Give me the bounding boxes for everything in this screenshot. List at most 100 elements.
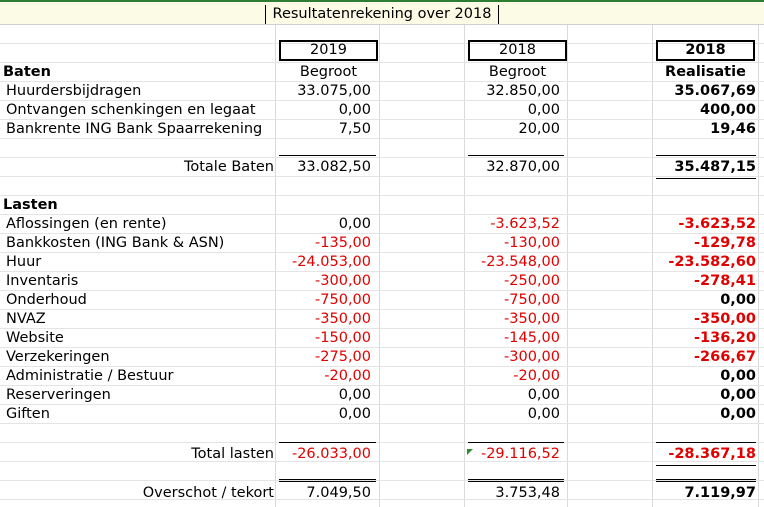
col3-year-header[interactable]: 2018 — [656, 40, 755, 61]
gridline — [0, 138, 764, 139]
cell-2018-begroot: -20,00 — [513, 368, 560, 384]
result-2018-realisatie: 7.119,97 — [684, 485, 756, 501]
cell-2019-begroot: -20,00 — [324, 368, 371, 384]
result-double-line — [656, 479, 756, 482]
cell-2019-begroot: -135,00 — [315, 235, 371, 251]
sheet-title-bar: Resultatenrekening over 2018 — [0, 0, 764, 25]
gridline — [0, 442, 764, 443]
col3-sub-header[interactable]: Realisatie — [665, 64, 746, 80]
header-row-sub: Baten Begroot Begroot Realisatie — [0, 63, 764, 82]
table-row[interactable]: Inventaris -300,00 -250,00 -278,41 — [0, 272, 764, 291]
total-baten-2018-realisatie: 35.487,15 — [674, 159, 756, 175]
gridline — [567, 25, 568, 507]
sum-underline — [656, 465, 756, 466]
table-row[interactable]: Aflossingen (en rente) 0,00 -3.623,52 -3.62… — [0, 215, 764, 234]
gridline — [0, 328, 764, 329]
total-lasten-label: Total lasten — [191, 446, 274, 462]
gridline — [0, 119, 764, 120]
gridline — [379, 25, 380, 507]
row-label: Onderhoud — [6, 292, 87, 308]
cell-2018-realisatie: 35.067,69 — [674, 83, 756, 99]
row-label: Reserveringen — [6, 387, 111, 403]
table-row[interactable]: Bankkosten (ING Bank & ASN) -135,00 -130,0… — [0, 234, 764, 253]
cell-2018-realisatie: -266,67 — [694, 349, 756, 365]
result-row[interactable]: Overschot / tekort 7.049,50 3.753,48 7.1… — [0, 484, 764, 503]
cell-2018-begroot: 0,00 — [527, 387, 560, 403]
cell-2018-realisatie: -129,78 — [694, 235, 756, 251]
gridline — [0, 233, 764, 234]
sum-underline — [656, 442, 756, 443]
table-row[interactable]: Onderhoud -750,00 -750,00 0,00 — [0, 291, 764, 310]
gridline — [0, 309, 764, 310]
table-row[interactable]: Huur -24.053,00 -23.548,00 -23.582,60 — [0, 253, 764, 272]
table-row[interactable]: Administratie / Bestuur -20,00 -20,00 0,00 — [0, 367, 764, 386]
sheet-title[interactable]: Resultatenrekening over 2018 — [265, 5, 499, 24]
table-row[interactable]: Giften 0,00 0,00 0,00 — [0, 405, 764, 424]
sum-underline — [279, 155, 376, 156]
row-label: Bankkosten (ING Bank & ASN) — [6, 235, 225, 251]
cell-2019-begroot: -275,00 — [315, 349, 371, 365]
result-double-line — [279, 479, 376, 482]
gridline — [0, 214, 764, 215]
sum-underline — [468, 442, 564, 443]
cell-2018-realisatie: -136,20 — [694, 330, 756, 346]
lasten-heading[interactable]: Lasten — [3, 197, 58, 213]
col2-sub-header[interactable]: Begroot — [488, 64, 547, 80]
baten-heading[interactable]: Baten — [3, 64, 51, 80]
table-row[interactable]: NVAZ -350,00 -350,00 -350,00 — [0, 310, 764, 329]
cell-2018-begroot: -23.548,00 — [480, 254, 560, 270]
col2-year-header[interactable]: 2018 — [468, 40, 567, 61]
table-row[interactable]: Huurdersbijdragen 33.075,00 32.850,00 35… — [0, 82, 764, 101]
cell-2018-realisatie: 0,00 — [720, 292, 756, 308]
cell-2018-realisatie: 400,00 — [700, 102, 756, 118]
result-label: Overschot / tekort — [142, 485, 274, 501]
gridline — [0, 347, 764, 348]
gridline — [0, 423, 764, 424]
gridline — [0, 157, 764, 158]
gridline — [652, 25, 653, 507]
cell-2018-begroot: 20,00 — [518, 121, 560, 137]
gridline — [0, 62, 764, 63]
table-row[interactable]: Website -150,00 -145,00 -136,20 — [0, 329, 764, 348]
row-label: Inventaris — [6, 273, 79, 289]
cell-2018-begroot: 32.850,00 — [486, 83, 560, 99]
gridline — [0, 176, 764, 177]
total-lasten-row[interactable]: Total lasten -26.033,00 -29.116,52 -28.3… — [0, 445, 764, 464]
cell-2019-begroot: 0,00 — [338, 406, 371, 422]
table-row[interactable]: Reserveringen 0,00 0,00 0,00 — [0, 386, 764, 405]
row-label: Aflossingen (en rente) — [6, 216, 167, 232]
cell-2019-begroot: 7,50 — [338, 121, 371, 137]
total-baten-2019: 33.082,50 — [297, 159, 371, 175]
cell-2018-realisatie: -3.623,52 — [678, 216, 756, 232]
gridline — [0, 81, 764, 82]
total-lasten-2018-begroot: -29.116,52 — [480, 446, 560, 462]
total-lasten-2018-realisatie: -28.367,18 — [668, 446, 756, 462]
result-2019: 7.049,50 — [306, 485, 371, 501]
col1-year-header[interactable]: 2019 — [279, 40, 378, 61]
cell-2018-realisatie: -23.582,60 — [668, 254, 756, 270]
col1-sub-header[interactable]: Begroot — [299, 64, 358, 80]
cell-2018-realisatie: -278,41 — [694, 273, 756, 289]
table-row[interactable]: Verzekeringen -275,00 -300,00 -266,67 — [0, 348, 764, 367]
gridline — [758, 25, 759, 507]
gridline — [275, 25, 276, 507]
row-label: Giften — [6, 406, 50, 422]
table-row[interactable]: Bankrente ING Bank Spaarrekening 7,50 20… — [0, 120, 764, 139]
gridline — [0, 271, 764, 272]
cell-2019-begroot: 0,00 — [338, 216, 371, 232]
gridline — [0, 404, 764, 405]
gridline — [0, 100, 764, 101]
total-baten-2018-begroot: 32.870,00 — [486, 159, 560, 175]
cell-2019-begroot: -300,00 — [315, 273, 371, 289]
spreadsheet-grid[interactable]: 2019 2018 2018 Baten Begroot Begroot Rea… — [0, 25, 764, 507]
table-row[interactable]: Ontvangen schenkingen en legaat 0,00 0,0… — [0, 101, 764, 120]
cell-2019-begroot: -150,00 — [315, 330, 371, 346]
cell-2019-begroot: -750,00 — [315, 292, 371, 308]
gridline — [0, 290, 764, 291]
gridline — [0, 461, 764, 462]
row-label: Huurdersbijdragen — [6, 83, 142, 99]
gridline — [0, 252, 764, 253]
gridline — [0, 195, 764, 196]
total-baten-row[interactable]: Totale Baten 33.082,50 32.870,00 35.487,… — [0, 158, 764, 177]
cell-2018-realisatie: 0,00 — [720, 406, 756, 422]
